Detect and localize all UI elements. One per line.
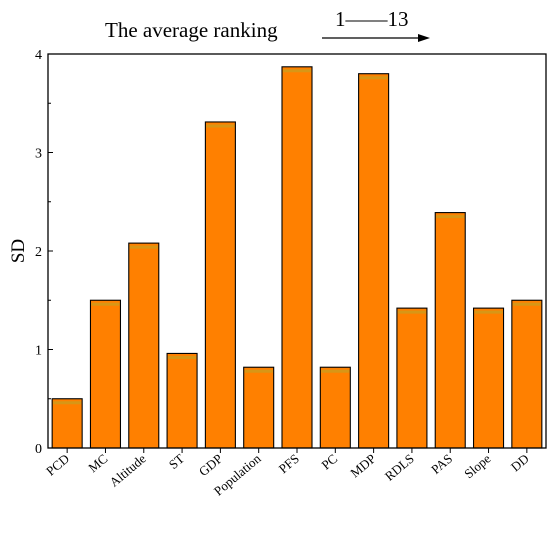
y-tick-label: 2 (35, 245, 42, 260)
bar-gdp (204, 121, 236, 449)
bar-dd (511, 299, 543, 449)
bar-slope (472, 307, 505, 449)
chart-title-group: The average ranking 1——13 (105, 7, 430, 42)
x-tick-label: MC (85, 451, 110, 475)
bar-pcd (51, 398, 83, 449)
x-tick-label: PAS (428, 451, 455, 477)
x-tick-label: GDP (196, 451, 226, 479)
x-tick-label: Slope (461, 451, 494, 482)
y-tick-label: 4 (35, 48, 42, 63)
bar-mdp (358, 73, 390, 449)
bars (51, 66, 543, 449)
x-tick-label: Altitude (106, 451, 148, 490)
x-tick-label: PFS (276, 451, 302, 476)
ranking-annotation: 1——13 (335, 7, 409, 31)
x-tick-label: ST (166, 451, 187, 472)
chart-title: The average ranking (105, 18, 278, 42)
y-axis: 0 1 2 3 4 (35, 48, 53, 457)
y-axis-label: SD (8, 239, 29, 263)
x-tick-label: PCD (43, 451, 72, 479)
bar-st (166, 352, 198, 449)
y-tick-label: 1 (35, 344, 42, 359)
bar-rdls (396, 307, 428, 449)
x-tick-label: DD (508, 451, 532, 475)
bar-pas (434, 212, 466, 449)
x-tick-label: PC (318, 451, 340, 473)
plot-frame (47, 53, 547, 449)
bar-altitude (128, 242, 160, 449)
y-tick-label: 0 (35, 442, 42, 457)
bar-mc (89, 299, 122, 449)
bar-pfs (281, 66, 313, 449)
ranking-arrow-head-icon (418, 34, 430, 42)
y-tick-label: 3 (35, 147, 42, 162)
bar-population (243, 366, 275, 449)
x-tick-label: RDLS (382, 451, 417, 484)
x-tick-label: MDP (347, 451, 378, 481)
bar-pc (319, 366, 351, 449)
